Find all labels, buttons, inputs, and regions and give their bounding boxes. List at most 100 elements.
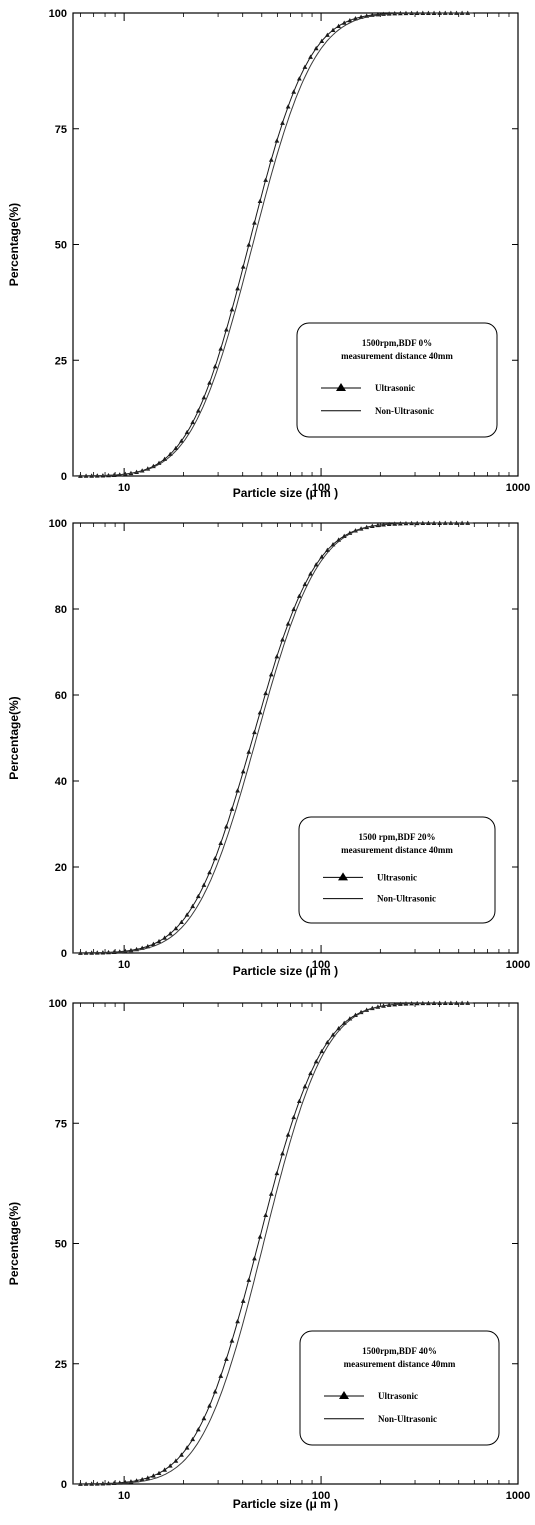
data-point-ultrasonic xyxy=(291,606,297,612)
data-point-ultrasonic xyxy=(190,903,196,909)
data-point-ultrasonic xyxy=(173,1458,179,1463)
data-point-ultrasonic xyxy=(341,20,347,25)
data-point-ultrasonic xyxy=(201,1415,207,1421)
data-point-ultrasonic xyxy=(274,654,280,659)
data-point-ultrasonic xyxy=(263,177,269,182)
data-point-ultrasonic xyxy=(263,690,269,696)
data-point-ultrasonic xyxy=(156,938,162,944)
data-point-ultrasonic xyxy=(330,1032,336,1037)
x-tick-label: 1000 xyxy=(506,959,530,971)
data-point-ultrasonic xyxy=(285,104,291,109)
data-point-ultrasonic xyxy=(145,1475,151,1480)
legend-title-line-1: 1500rpm,BDF 40% xyxy=(362,1346,437,1356)
data-point-ultrasonic xyxy=(223,824,229,829)
chart-2: 0 20 40 60 80 100 10 100 1000 Percentage(%) Partic… xyxy=(7,518,530,978)
series-line-non-ultrasonic xyxy=(73,522,473,954)
legend-label-non-ultrasonic: Non-Ultrasonic xyxy=(378,1414,437,1424)
data-point-ultrasonic xyxy=(246,1277,252,1282)
y-tick-label: 20 xyxy=(55,862,67,874)
x-axis-label: Particle size (μ m ) xyxy=(233,964,338,978)
data-point-ultrasonic xyxy=(212,855,218,861)
data-point-ultrasonic xyxy=(308,54,313,59)
data-point-ultrasonic xyxy=(190,1436,196,1442)
data-point-ultrasonic xyxy=(240,1298,246,1303)
y-tick-label: 0 xyxy=(61,1479,67,1491)
chart-1: 0 25 50 75 100 10 100 1000 Percentage(%) Particle… xyxy=(7,8,530,500)
data-point-ultrasonic xyxy=(162,1467,168,1472)
data-point-ultrasonic xyxy=(207,380,212,385)
data-point-ultrasonic xyxy=(223,1356,229,1361)
y-tick-label: 25 xyxy=(55,355,67,367)
data-point-ultrasonic xyxy=(268,1191,274,1196)
y-tick-label: 40 xyxy=(55,776,67,788)
data-point-ultrasonic xyxy=(291,1114,297,1120)
data-point-ultrasonic xyxy=(263,1212,269,1218)
data-point-ultrasonic xyxy=(190,419,196,425)
data-point-ultrasonic xyxy=(167,931,173,936)
legend-label-ultrasonic: Ultrasonic xyxy=(377,872,417,882)
data-point-ultrasonic xyxy=(195,1427,201,1432)
data-point-ultrasonic xyxy=(280,1151,285,1156)
data-point-ultrasonic xyxy=(313,562,319,567)
legend-box xyxy=(298,816,496,924)
legend-box xyxy=(296,322,498,438)
legend-title-line-2: measurement distance 40mm xyxy=(344,1359,456,1369)
y-tick-label: 0 xyxy=(61,471,67,483)
x-tick-label: 1000 xyxy=(506,482,530,494)
data-point-ultrasonic xyxy=(229,1338,235,1343)
data-point-ultrasonic xyxy=(319,554,325,559)
data-point-ultrasonic xyxy=(252,729,257,735)
data-point-ultrasonic xyxy=(235,788,240,793)
data-point-ultrasonic xyxy=(313,45,319,51)
data-point-ultrasonic xyxy=(313,1059,319,1064)
y-tick-label: 50 xyxy=(55,1239,67,1251)
data-point-ultrasonic xyxy=(319,38,325,43)
legend-marker-triangle xyxy=(336,382,346,391)
data-point-ultrasonic xyxy=(324,1039,330,1045)
data-point-ultrasonic xyxy=(302,64,308,69)
x-axis-label: Particle size (μ m ) xyxy=(233,1497,338,1511)
legend-label-non-ultrasonic: Non-Ultrasonic xyxy=(375,406,434,416)
data-point-ultrasonic xyxy=(330,27,336,32)
data-point-ultrasonic xyxy=(274,138,280,143)
plot-frame xyxy=(72,522,519,954)
data-point-ultrasonic xyxy=(218,1373,224,1378)
data-point-ultrasonic xyxy=(212,1389,218,1394)
data-point-ultrasonic xyxy=(151,941,156,946)
data-point-ultrasonic xyxy=(162,935,168,940)
data-point-ultrasonic xyxy=(246,749,252,754)
legend-label-ultrasonic: Ultrasonic xyxy=(375,383,415,393)
x-tick-label: 10 xyxy=(118,482,130,494)
data-point-ultrasonic xyxy=(173,445,179,451)
data-point-ultrasonic xyxy=(106,1480,111,1486)
y-tick-label: 50 xyxy=(55,240,67,252)
data-point-ultrasonic xyxy=(285,621,291,626)
data-point-ultrasonic xyxy=(257,710,263,715)
data-point-ultrasonic xyxy=(240,769,246,774)
x-axis-label: Particle size (μ m ) xyxy=(233,486,338,500)
data-point-ultrasonic xyxy=(223,327,229,332)
data-point-ultrasonic xyxy=(218,840,224,845)
data-point-ultrasonic xyxy=(195,893,201,899)
data-point-ultrasonic xyxy=(156,1470,162,1476)
data-point-ultrasonic xyxy=(296,593,302,598)
data-point-ultrasonic xyxy=(302,1084,308,1089)
y-tick-label: 75 xyxy=(55,124,67,136)
y-tick-label: 80 xyxy=(55,604,67,616)
data-point-ultrasonic xyxy=(291,89,297,94)
y-axis-label: Percentage(%) xyxy=(7,203,21,286)
data-point-ultrasonic xyxy=(212,364,218,369)
y-tick-label: 0 xyxy=(61,948,67,960)
data-point-ultrasonic xyxy=(296,76,302,81)
data-point-ultrasonic xyxy=(319,1048,325,1054)
series-line-non-ultrasonic xyxy=(73,1002,473,1485)
data-point-ultrasonic xyxy=(280,120,285,125)
legend-title-line-1: 1500 rpm,BDF 20% xyxy=(359,832,436,842)
data-point-ultrasonic xyxy=(179,1452,184,1457)
data-point-ultrasonic xyxy=(207,1403,212,1408)
data-point-ultrasonic xyxy=(229,307,235,312)
data-point-ultrasonic xyxy=(246,242,252,247)
data-point-ultrasonic xyxy=(324,32,330,37)
data-point-ultrasonic xyxy=(201,395,207,400)
data-point-ultrasonic xyxy=(184,429,190,435)
